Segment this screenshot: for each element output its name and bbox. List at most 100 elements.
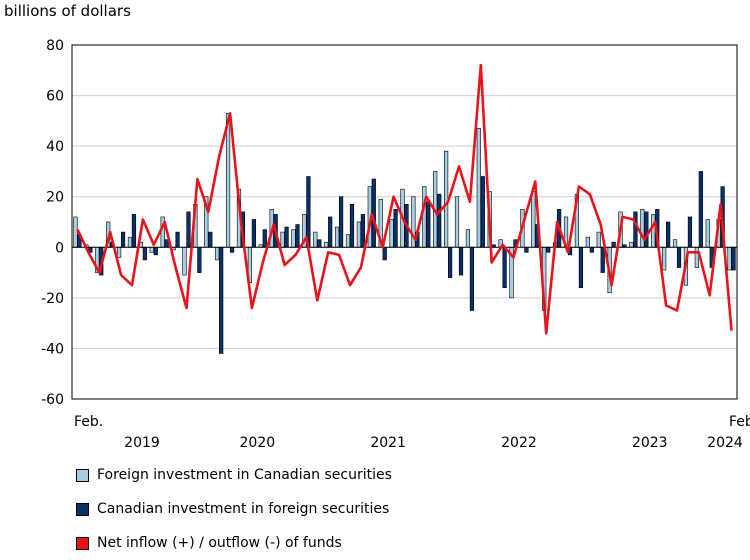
net-flow-line [76,63,733,335]
legend-item-foreign-investment: Foreign investment in Canadian securitie… [76,458,392,492]
bar-canadian-investment [426,201,431,248]
bar-foreign-investment [727,246,732,271]
bar-canadian-investment [371,178,376,248]
bar-canadian-investment [458,246,464,276]
bar-canadian-investment [284,226,289,248]
bar-canadian-investment [219,246,224,354]
bar-foreign-investment [324,241,329,248]
bar-canadian-investment [360,214,365,248]
bar-foreign-investment [334,226,340,248]
chart-svg: 80 60 40 20 0 -20 -40 -60 Feb. Feb. 2019 2020 2021 2… [4,2,750,451]
y-tick-label: 60 [46,89,64,105]
y-tick-label: 0 [55,240,64,256]
bar-foreign-investment [629,241,634,248]
y-tick-label: -60 [41,392,64,408]
bar-foreign-investment [116,246,122,258]
plot-frame [71,44,738,400]
bar-foreign-investment [345,234,351,248]
y-tick-label: -20 [41,291,64,307]
bar-foreign-investment [280,231,285,248]
x-year-label: 2019 [124,435,160,451]
y-tick-label: 20 [46,190,64,206]
bar-foreign-investment [127,236,133,248]
bar-canadian-investment [349,204,355,248]
y-tick-label: 80 [46,38,64,54]
legend-label-foreign-investment: Foreign investment in Canadian securitie… [97,467,392,483]
bar-canadian-investment [186,211,191,248]
legend-label-canadian-investment: Canadian investment in foreign securitie… [97,501,390,517]
bar-canadian-investment [142,246,147,261]
bar-canadian-investment [382,246,387,261]
bar-canadian-investment [393,209,398,248]
bar-canadian-investment [153,246,158,256]
bar-foreign-investment [73,216,78,248]
bar-canadian-investment [546,246,551,253]
bars-group [73,112,736,354]
x-year-label: 2024 [707,435,743,451]
bar-canadian-investment [448,246,453,278]
bar-canadian-investment [469,246,475,311]
x-year-label: 2023 [632,435,668,451]
bar-canadian-investment [633,211,638,248]
bar-foreign-investment [476,128,481,248]
bar-foreign-investment [356,221,361,248]
legend-swatch-canadian-investment [76,502,89,516]
bar-canadian-investment [578,246,584,289]
bar-foreign-investment [215,246,220,261]
x-end-month-label: Feb. [729,414,750,430]
bar-foreign-investment [182,246,187,276]
bar-foreign-investment [672,239,678,248]
bar-foreign-investment [389,219,394,248]
bar-foreign-investment [705,219,710,248]
y-tick-labels: 80 60 40 20 0 -20 -40 -60 [41,38,64,408]
bar-foreign-investment [531,191,536,248]
bar-canadian-investment [437,193,442,248]
bar-canadian-investment [208,231,213,248]
bar-foreign-investment [444,150,449,248]
bar-canadian-investment [251,219,256,248]
bar-foreign-investment [225,112,231,248]
bar-canadian-investment [687,216,693,248]
legend-swatch-foreign-investment [76,468,89,482]
bar-canadian-investment [317,239,322,248]
bar-canadian-investment [328,216,333,248]
bar-canadian-investment [644,211,649,248]
bar-canadian-investment [229,246,235,253]
bar-foreign-investment [454,196,460,248]
bar-foreign-investment [640,209,645,248]
x-year-label: 2021 [370,435,406,451]
bar-canadian-investment [338,196,344,248]
x-start-month-label: Feb. [74,414,103,430]
bar-foreign-investment [596,231,601,248]
bar-canadian-investment [295,224,300,248]
bar-foreign-investment [585,236,590,248]
legend: Foreign investment in Canadian securitie… [76,458,392,560]
bar-canadian-investment [600,246,605,273]
bar-canadian-investment [197,246,202,273]
bar-foreign-investment [313,231,318,248]
bar-canadian-investment [698,171,703,248]
bar-foreign-investment [662,246,667,271]
y-tick-label: -40 [41,341,64,357]
x-year-label: 2020 [240,435,276,451]
legend-item-canadian-investment: Canadian investment in foreign securitie… [76,492,392,526]
legend-item-net-flow: Net inflow (+) / outflow (-) of funds [76,526,392,560]
y-tick-label: 40 [46,139,64,155]
bar-canadian-investment [611,241,616,248]
bar-canadian-investment [666,221,671,248]
bar-canadian-investment [502,246,507,289]
bar-foreign-investment [465,229,471,248]
bar-foreign-investment [694,246,699,268]
bar-canadian-investment [589,246,594,253]
bar-canadian-investment [175,231,180,248]
bar-foreign-investment [651,214,656,248]
bar-canadian-investment [731,246,736,271]
bar-foreign-investment [149,246,154,253]
y-axis-label: billions of dollars [4,2,131,20]
bar-foreign-investment [291,229,296,248]
bar-canadian-investment [120,231,126,248]
x-tick-labels: Feb. Feb. 2019 2020 2021 2022 2023 2024 [74,414,750,451]
bar-canadian-investment [480,176,485,248]
bar-canadian-investment [262,229,267,248]
bar-canadian-investment [131,214,137,248]
